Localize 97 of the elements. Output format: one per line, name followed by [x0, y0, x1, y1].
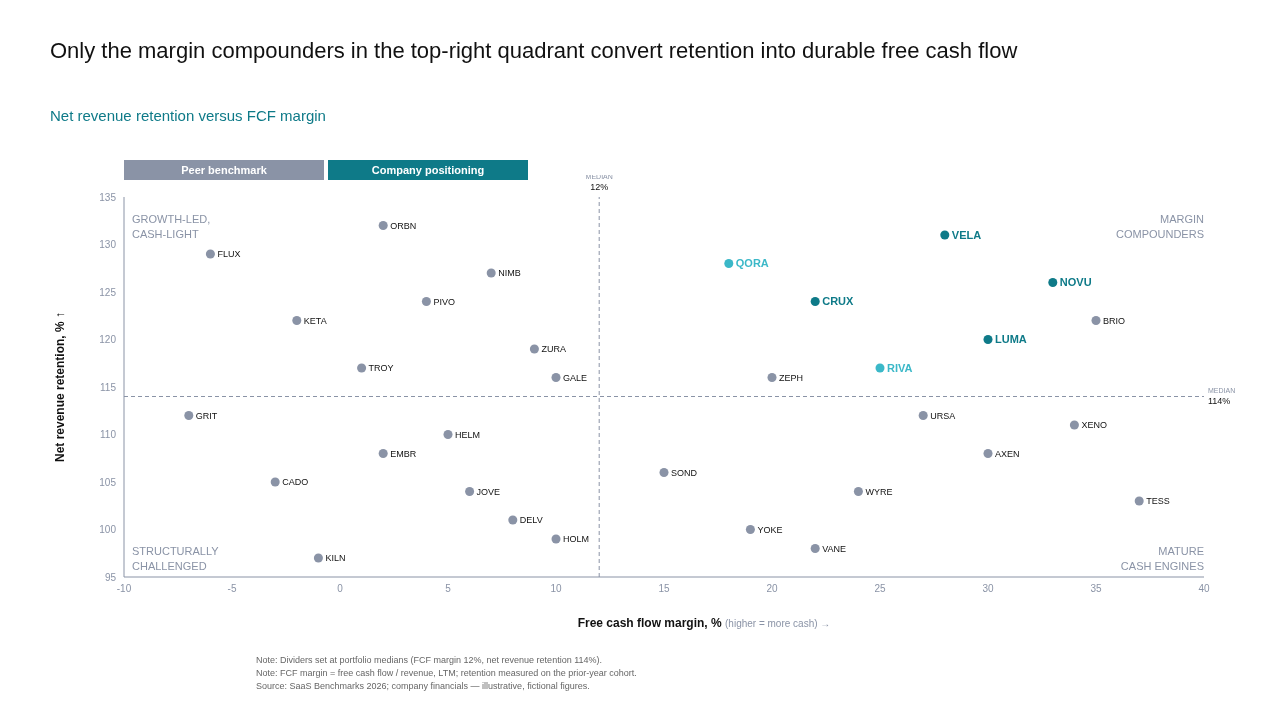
point	[767, 372, 777, 383]
annotation: EMBR	[390, 448, 417, 459]
y-tick-label: 125	[99, 286, 117, 298]
point	[875, 363, 885, 373]
point	[270, 477, 280, 487]
point	[810, 543, 820, 554]
point	[486, 268, 496, 278]
annotation: MARGIN COMPOUNDERS	[1115, 212, 1204, 242]
point	[205, 249, 215, 259]
annotation: VELA	[951, 228, 982, 241]
x-tick-label: 5	[445, 583, 452, 595]
y-tick-label: 105	[99, 476, 117, 488]
point	[421, 296, 431, 307]
x-tick-label: 20	[766, 583, 778, 595]
text: Company positioning	[328, 160, 528, 180]
annotation: FLUX	[217, 249, 241, 260]
annotation: KILN	[325, 553, 346, 564]
point	[378, 448, 388, 459]
y-tick-label: 120	[99, 334, 117, 346]
point	[659, 467, 669, 478]
x-tick-label: -5	[227, 583, 237, 595]
text: Note: Dividers set at portfolio medians (FCF margin 12%, net revenue retention 114%).	[256, 654, 603, 667]
point	[465, 486, 475, 497]
annotation: HELM	[455, 429, 481, 440]
text: Peer benchmark	[124, 160, 324, 180]
x-tick-label: 15	[658, 583, 670, 595]
annotation: STRUCTURALLY CHALLENGED	[132, 544, 219, 574]
point	[810, 296, 820, 307]
point	[724, 258, 734, 269]
x-tick-label: 40	[1198, 583, 1210, 595]
annotation: BRIO	[1103, 315, 1126, 326]
x-tick-label: 10	[550, 583, 562, 595]
y-tick-label: 130	[99, 239, 117, 251]
annotation: CRUX	[822, 295, 855, 308]
annotation: ZEPH	[779, 372, 804, 383]
point	[292, 315, 302, 326]
y-tick-label: 100	[99, 524, 117, 536]
point	[983, 448, 993, 459]
annotation: AXEN	[995, 448, 1020, 459]
point	[940, 230, 950, 240]
annotation: GALE	[563, 372, 588, 383]
annotation: XENO	[1081, 420, 1107, 431]
point	[551, 372, 561, 383]
x-tick-label: -10	[116, 583, 132, 595]
y-tick-label: 115	[100, 381, 117, 393]
point	[551, 534, 561, 544]
x-tick-label: 25	[874, 583, 886, 595]
annotation: RIVA	[887, 361, 913, 374]
source-note: Source: SaaS Benchmarks 2026; company financials — illustrative, fictional figures.	[256, 680, 591, 693]
chart-title: Only the margin compounders in the top-right quadrant convert retention into durable free cash flow	[50, 38, 1018, 64]
y-tick-label: 135	[99, 191, 117, 203]
point	[1048, 277, 1058, 288]
annotation: TROY	[368, 363, 394, 374]
annotation: WYRE	[865, 486, 893, 497]
point	[1091, 315, 1101, 326]
annotation: GRIT	[195, 410, 218, 421]
point	[1134, 496, 1144, 506]
y-tick-label: 95	[104, 571, 117, 583]
annotation: ORBN	[390, 220, 417, 231]
point	[357, 363, 367, 373]
point	[508, 515, 518, 525]
x-tick-label: 30	[982, 583, 994, 595]
annotation: PIVO	[433, 296, 455, 307]
x-tick-label: 0	[337, 583, 344, 595]
annotation: DELV	[519, 515, 543, 526]
point	[443, 429, 453, 440]
x-axis-title: Free cash flow margin, % (higher = more cash) →	[577, 616, 831, 630]
annotation: GROWTH-LED, CASH-LIGHT	[132, 212, 211, 242]
annotation: TESS	[1146, 496, 1170, 507]
annotation: NIMB	[498, 268, 521, 279]
annotation: QORA	[735, 257, 769, 270]
annotation: CADO	[282, 477, 309, 488]
chart-subtitle: Net revenue retention versus FCF margin	[50, 107, 326, 124]
annotation: MATURE CASH ENGINES	[1120, 544, 1204, 574]
annotation: ZURA	[541, 344, 566, 355]
annotation: LUMA	[995, 333, 1027, 346]
annotation: URSA	[930, 410, 956, 421]
annotation: HOLM	[563, 534, 590, 545]
annotation: JOVE	[476, 486, 501, 497]
annotation: VANE	[822, 543, 847, 554]
point	[918, 410, 928, 421]
annotation: NOVU	[1059, 276, 1092, 289]
annotation: KETA	[303, 315, 327, 326]
point	[184, 410, 194, 421]
point	[1069, 420, 1079, 430]
x-tick-label: 35	[1090, 583, 1102, 595]
point	[529, 344, 539, 354]
point	[745, 524, 755, 535]
annotation: YOKE	[757, 524, 783, 535]
point	[378, 220, 388, 231]
point	[853, 486, 863, 497]
point	[313, 553, 323, 563]
point	[983, 334, 993, 345]
y-axis-title: Net revenue retention, % ↑	[53, 311, 68, 463]
annotation: SOND	[671, 467, 698, 478]
text: Note: FCF margin = free cash flow / revenue, LTM; retention measured on the prior-year cohort.	[256, 667, 637, 680]
y-tick-label: 110	[100, 429, 117, 441]
